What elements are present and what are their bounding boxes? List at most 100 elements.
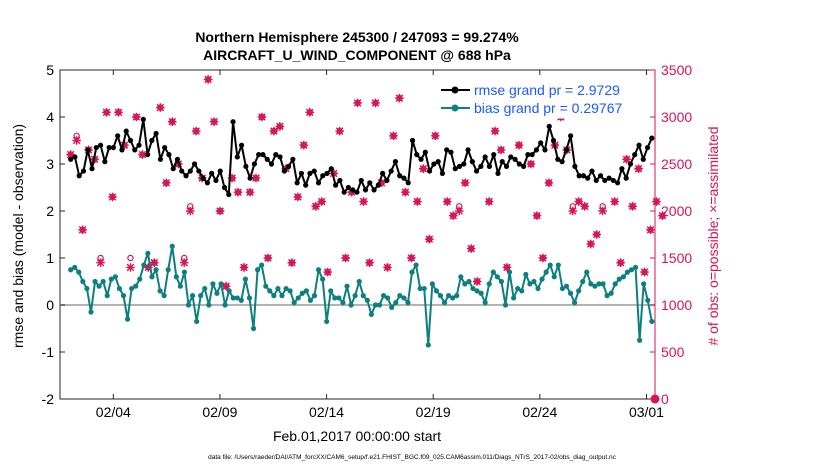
rmse-point [68,156,74,162]
x-tick-label: 02/04 [96,404,131,420]
bias-point [145,250,151,256]
rmse-point [486,163,493,169]
rmse-point [371,187,377,193]
bias-point [527,281,533,287]
rmse-point [166,152,172,158]
rmse-point [644,144,651,151]
bias-point [328,288,334,294]
obs-count-markers [66,75,667,404]
y-tick-label: 3 [46,156,54,172]
rmse-point [217,168,223,174]
obs-assimilated-marker [96,258,105,267]
bias-point [523,271,529,278]
obs-assimilated-marker [431,131,440,141]
bias-point [421,285,427,292]
bias-point [425,342,431,348]
obs-assimilated-marker [167,117,177,126]
rmse-point [550,137,557,144]
legend-rmse-marker [451,86,459,94]
rmse-point [238,142,245,148]
rmse-point [350,187,356,193]
bias-point [112,274,118,280]
rmse-point [277,154,283,160]
obs-assimilated-marker [78,225,87,235]
obs-assimilated-marker [622,155,631,164]
rmse-point [234,154,240,160]
rmse-point [439,170,446,176]
bias-point [450,295,456,301]
rmse-point [290,156,296,162]
rmse-point [542,147,548,153]
rmse-point [435,159,441,165]
bias-point [299,290,305,296]
obs-assimilated-marker [305,108,315,117]
obs-assimilated-marker [425,234,434,244]
bias-point [120,293,127,299]
rmse-point [170,166,176,172]
rmse-point [589,168,595,174]
rmse-point [636,142,642,148]
bias-point [405,300,411,306]
bias-point [628,267,635,273]
bias-point [596,281,602,287]
bias-point [547,262,553,268]
rmse-point [375,182,381,188]
bias-point [320,276,326,282]
bias-point [202,285,208,292]
bias-point [535,285,541,292]
rmse-point [606,175,612,181]
rmse-point [89,166,95,172]
bias-point [242,276,249,282]
rmse-point [93,144,99,151]
rmse-point [320,173,326,179]
chart-title-line1: Northern Hemisphere 245300 / 247093 = 99… [195,29,519,45]
bias-point [336,295,342,301]
obs-assimilated-marker [251,173,261,183]
rmse-point [580,173,587,179]
bias-point [641,281,647,287]
bias-point [567,290,574,296]
bias-point [624,269,631,275]
rmse-point [521,163,527,169]
obs-assimilated-marker [532,211,542,220]
y-tick-label: 0 [46,297,54,313]
bias-point [454,293,460,299]
bias-point [291,300,297,306]
bias-point [210,281,216,287]
rmse-point [187,168,193,174]
y-axis-right: 0 500 1000 1500 2000 2500 3000 3500 [650,62,692,407]
bias-point [124,316,131,322]
rmse-point [174,156,181,162]
obs-assimilated-marker [472,277,482,286]
legend: rmse grand pr = 2.9729 bias grand pr = 0… [436,79,650,119]
rmse-point [563,147,569,153]
rmse-point [392,159,399,165]
obs-assimilated-marker [287,258,297,267]
obs-final-marker [650,394,660,404]
rmse-point [640,156,646,162]
obs-assimilated-marker [114,108,123,117]
rmse-point [285,163,292,169]
bias-point [474,288,480,294]
y2-tick-label: 0 [661,391,669,407]
bias-point [385,295,391,301]
obs-assimilated-marker [466,244,476,253]
obs-assimilated-marker [138,150,147,159]
x-tick-label: 03/01 [629,404,664,420]
rmse-point [303,182,309,188]
rmse-point [576,173,582,179]
bias-point [340,300,346,306]
rmse-point [324,170,330,176]
bias-point [311,293,318,299]
data-file-footer: data file: /Users/raeder/DAI/ATM_forcXX/… [208,454,617,461]
y-tick-label: -1 [42,344,55,360]
y-axis-left: -2 -1 0 1 2 3 4 5 [42,62,65,407]
bias-point [92,278,98,285]
bias-point [376,302,383,308]
bias-point [604,293,610,299]
obs-assimilated-marker [419,164,428,173]
rmse-point [354,189,360,195]
rmse-series [68,116,655,198]
bias-point [393,300,399,306]
rmse-point [144,152,151,158]
